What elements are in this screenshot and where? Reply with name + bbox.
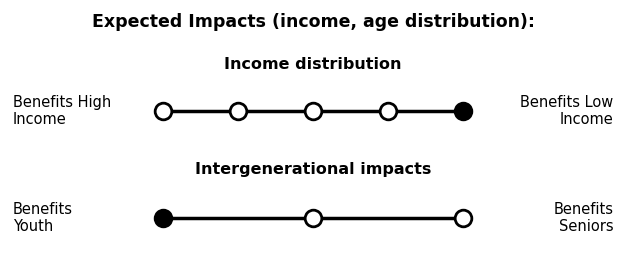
Text: Benefits
Seniors: Benefits Seniors [553, 202, 613, 234]
Text: Benefits Low
Income: Benefits Low Income [520, 95, 613, 127]
Text: Benefits High
Income: Benefits High Income [13, 95, 111, 127]
Text: Income distribution: Income distribution [224, 57, 402, 72]
Text: Benefits
Youth: Benefits Youth [13, 202, 73, 234]
Text: Intergenerational impacts: Intergenerational impacts [195, 162, 431, 177]
Text: Expected Impacts (income, age distribution):: Expected Impacts (income, age distributi… [91, 13, 535, 31]
